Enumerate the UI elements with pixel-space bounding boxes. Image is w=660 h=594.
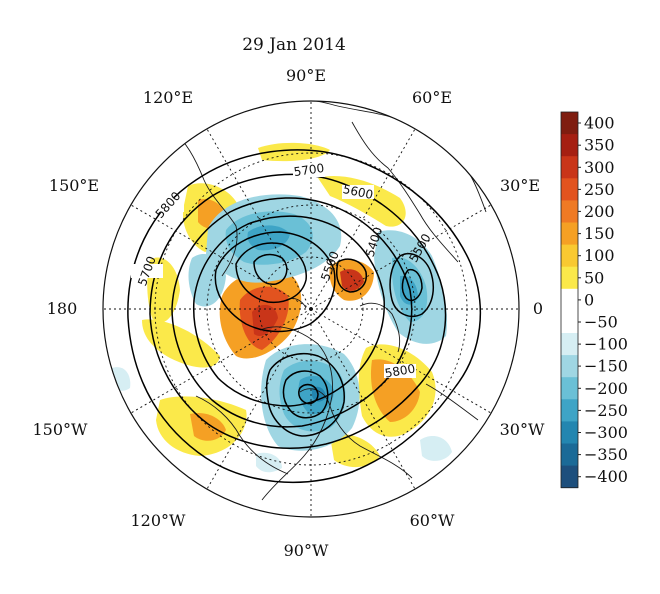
colorbar-tick-label: 400 (584, 114, 615, 133)
lon-label-30e: 30°E (500, 176, 540, 195)
colorbar-tick-label: −400 (584, 467, 628, 486)
colorbar-swatch (561, 399, 578, 422)
lon-label-90w: 90°W (284, 541, 329, 560)
map-disc: 5700 5600 5800 5700 5400 5500 5500 5800 (103, 101, 519, 517)
colorbar-swatch (561, 200, 578, 223)
lon-label-90e: 90°E (286, 66, 326, 85)
colorbar-tick-label: 350 (584, 136, 615, 155)
colorbar-tick-label: −50 (584, 313, 618, 332)
lon-label-150e: 150°E (49, 176, 99, 195)
map-boundary (102, 100, 520, 518)
height-contours (127, 149, 482, 484)
colorbar-swatch (561, 222, 578, 245)
colorbar-tick-label: −100 (584, 335, 628, 354)
colorbar: 400 350 300 250 200 150 100 50 0 −50 −100 −150 −200 −… (560, 111, 628, 489)
colorbar-swatch (561, 156, 578, 179)
colorbar-tick-label: 0 (584, 290, 594, 309)
colorbar-tick-label: 250 (584, 180, 615, 199)
lon-label-30w: 30°W (500, 420, 545, 439)
colorbar-tick-label: 200 (584, 202, 615, 221)
colorbar-swatch (561, 443, 578, 466)
colorbar-swatch (561, 266, 578, 290)
colorbar-tick-label: 300 (584, 158, 615, 177)
lon-label-0: 0 (533, 299, 543, 318)
contour-label: 5700 (293, 161, 325, 179)
colorbar-tick-label: −200 (584, 379, 628, 398)
lon-label-60e: 60°E (412, 88, 452, 107)
colorbar-swatch (561, 310, 578, 334)
lon-label-180: 180 (47, 299, 78, 318)
colorbar-tick-label: −250 (584, 401, 628, 420)
colorbar-swatch (561, 355, 578, 378)
map-title: 29 Jan 2014 (242, 35, 346, 55)
colorbar-swatch (561, 244, 578, 268)
longitude-labels: 90°E 120°E 60°E 150°E 30°E 180 0 150°W 3… (33, 66, 545, 560)
lon-label-120e: 120°E (143, 88, 193, 107)
colorbar-tick-label: 150 (584, 224, 615, 243)
colorbar-swatch (561, 112, 578, 135)
contour-label: 5800 (384, 361, 417, 380)
lon-label-120w: 120°W (131, 511, 187, 530)
colorbar-tick-label: 50 (584, 268, 604, 287)
colorbar-swatch (561, 178, 578, 201)
colorbar-swatch (561, 134, 578, 157)
colorbar-swatch (561, 288, 578, 312)
colorbar-tick-label: 100 (584, 246, 615, 265)
lon-label-60w: 60°W (410, 511, 455, 530)
colorbar-swatch (561, 333, 578, 356)
colorbar-tick-label: −150 (584, 357, 628, 376)
colorbar-swatch (561, 421, 578, 444)
colorbar-tick-label: −350 (584, 445, 628, 464)
colorbar-tick-label: −300 (584, 423, 628, 442)
colorbar-swatch (561, 377, 578, 400)
colorbar-swatch (561, 465, 578, 489)
lon-label-150w: 150°W (33, 420, 89, 439)
positive-anomaly-fields (142, 142, 436, 468)
contour-label: 5600 (342, 182, 375, 202)
